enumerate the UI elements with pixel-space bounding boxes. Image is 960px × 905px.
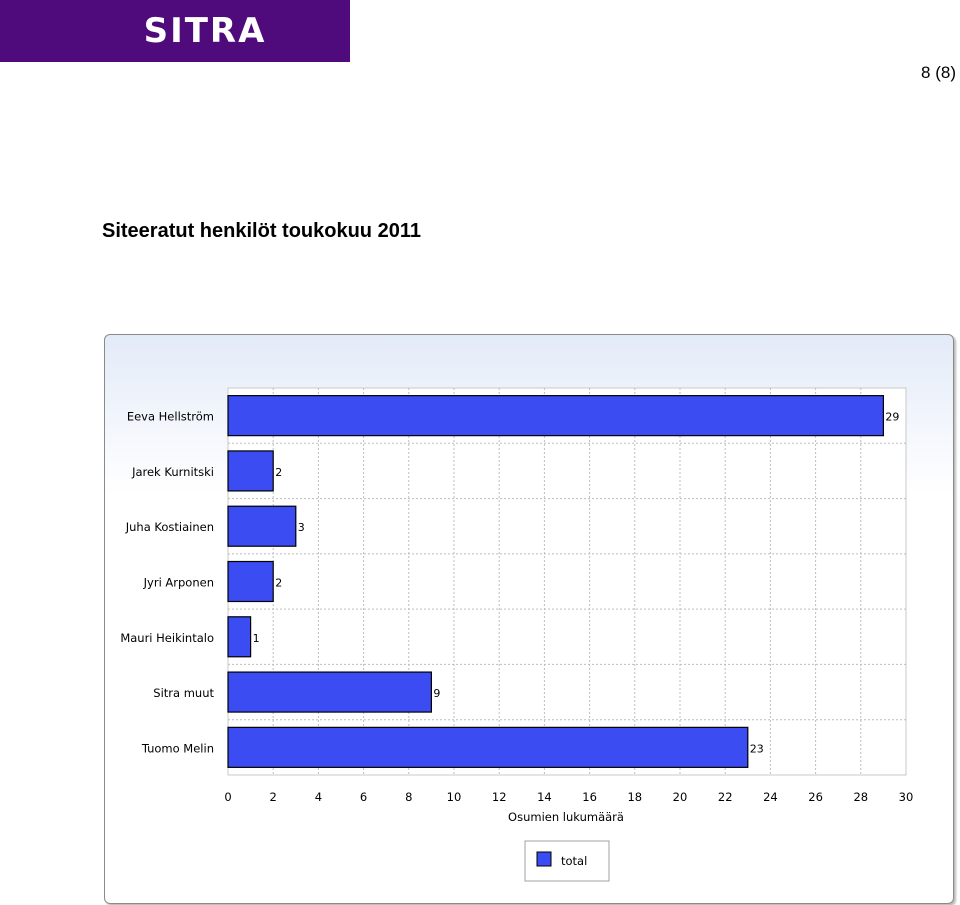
plot-area — [227, 387, 907, 776]
page-number: 8 (8) — [921, 63, 956, 82]
sitra-logo-banner: SITRA — [0, 0, 350, 62]
category-label: Jyri Arponen — [143, 576, 214, 590]
bar — [227, 505, 297, 547]
page-title: Siteeratut henkilöt toukokuu 2011 — [102, 220, 421, 242]
x-tick-label: 16 — [582, 790, 597, 804]
data-label: 1 — [253, 632, 260, 645]
bar — [227, 616, 252, 658]
x-tick-label: 6 — [360, 790, 367, 804]
data-label: 9 — [433, 687, 440, 700]
x-axis-title: Osumien lukumäärä — [508, 810, 624, 824]
x-tick-label: 30 — [899, 790, 914, 804]
bar — [227, 560, 274, 603]
category-label: Sitra muut — [153, 686, 214, 700]
x-tick-label: 2 — [270, 790, 277, 804]
bar — [227, 671, 432, 713]
data-label: 2 — [275, 577, 282, 590]
data-label: 23 — [750, 742, 764, 755]
x-tick-label: 8 — [405, 790, 412, 804]
x-tick-label: 10 — [447, 790, 462, 804]
category-label: Mauri Heikintalo — [120, 631, 214, 645]
category-label: Juha Kostiainen — [125, 520, 214, 534]
bar — [227, 450, 274, 492]
x-tick-label: 22 — [718, 790, 733, 804]
x-tick-label: 18 — [627, 790, 642, 804]
bar — [227, 726, 749, 768]
x-tick-label: 4 — [315, 790, 322, 804]
x-tick-label: 0 — [224, 790, 231, 804]
category-label: Jarek Kurnitski — [131, 465, 214, 479]
x-tick-label: 26 — [808, 790, 823, 804]
data-label: 3 — [298, 521, 305, 534]
legend-swatch — [536, 851, 552, 867]
x-tick-label: 14 — [537, 790, 552, 804]
data-label: 29 — [885, 411, 899, 424]
sitra-logo: SITRA — [143, 11, 267, 51]
category-label: Eeva Hellström — [127, 410, 214, 424]
data-label: 2 — [275, 466, 282, 479]
x-tick-label: 12 — [492, 790, 507, 804]
legend-label: total — [561, 854, 587, 868]
x-tick-label: 28 — [853, 790, 868, 804]
x-tick-label: 24 — [763, 790, 778, 804]
x-tick-label: 20 — [673, 790, 688, 804]
bar — [227, 395, 885, 437]
category-label: Tuomo Melin — [141, 741, 214, 755]
